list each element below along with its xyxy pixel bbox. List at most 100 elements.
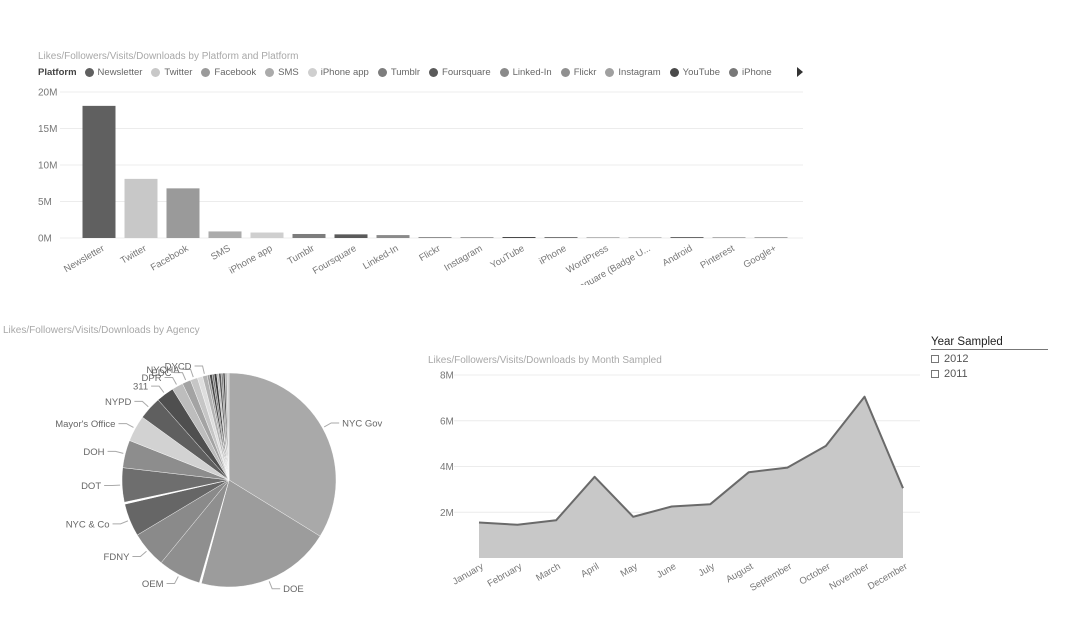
x-tick-label: February [486, 561, 525, 590]
bar [754, 237, 788, 238]
pie-chart: NYC Gov DOE OEM FDNY NYC & Co DOT DOH Mayor's O… [55, 362, 382, 596]
legend-item[interactable]: YouTube [669, 66, 721, 78]
legend-dot-icon [307, 67, 317, 77]
checkbox-icon[interactable] [931, 370, 939, 378]
x-tick-label: July [697, 561, 717, 579]
x-tick-label: April [579, 561, 601, 580]
bar-chart-title: Likes/Followers/Visits/Downloads by Plat… [38, 51, 299, 62]
legend-label: SMS [278, 66, 299, 78]
slicer-item-label: 2012 [944, 353, 969, 365]
x-tick-label: September [748, 561, 794, 594]
bar [124, 178, 158, 238]
legend-item[interactable]: Flickr [560, 67, 596, 78]
legend-label: Facebook [214, 66, 257, 78]
y-tick-label: 20M [38, 88, 57, 99]
pie-label: 311 [133, 382, 148, 393]
x-tick-label: Tumblr [286, 243, 317, 267]
x-tick-label: June [655, 561, 678, 581]
bar [670, 237, 704, 238]
legend-dot-icon [377, 67, 387, 77]
x-tick-label: SMS [209, 243, 232, 263]
area-line [478, 395, 904, 526]
x-tick-label: November [827, 561, 870, 592]
legend-item[interactable]: Tumblr [377, 67, 420, 78]
legend-label: Foursquare [442, 66, 491, 78]
pie-leader-line [118, 423, 134, 428]
legend-label: YouTube [682, 66, 721, 78]
bar [292, 233, 326, 238]
legend-dot-icon [201, 67, 211, 77]
pie-leader-line [268, 581, 281, 590]
bar [250, 232, 284, 238]
x-tick-label: Twitter [119, 243, 149, 267]
bar [166, 188, 200, 238]
legend-dot-icon [151, 67, 161, 77]
legend-item[interactable]: SMS [265, 67, 299, 78]
bar [502, 237, 536, 238]
legend-item[interactable]: Facebook [201, 67, 256, 78]
area-chart: 2M 4M 6M 8M January February March April May June… [440, 371, 920, 594]
legend-item[interactable]: Newsletter [84, 67, 142, 78]
x-tick-label: January [451, 561, 486, 588]
legend-label: Linked-In [512, 66, 552, 78]
platform-legend: Platform Newsletter Twitter Facebook SMS iPh… [38, 66, 781, 78]
x-tick-label: Flickr [417, 243, 442, 264]
slicer-item-2011[interactable]: 2011 [931, 368, 1048, 380]
pie-leader-line [323, 422, 340, 428]
x-tick-label: Google+ [742, 243, 779, 271]
x-tick-label: iPhone [537, 243, 568, 267]
bar [208, 231, 242, 238]
legend-dot-icon [265, 67, 275, 77]
pie-label: EDC [151, 368, 171, 379]
legend-item[interactable]: Foursquare [429, 67, 491, 78]
legend-dot-icon [669, 67, 679, 77]
pie-label: DOE [283, 584, 304, 595]
pie-label: DYCD [165, 362, 192, 373]
legend-dot-icon [560, 67, 570, 77]
legend-label: Twitter [164, 66, 193, 78]
pie-label: DOT [81, 481, 101, 492]
pie-label: NYC Gov [342, 418, 382, 429]
legend-dot-icon [729, 67, 739, 77]
legend-title: Platform [38, 66, 77, 78]
legend-item[interactable]: iPhone app [307, 67, 369, 78]
legend-items: Newsletter Twitter Facebook SMS iPhone app Tu… [84, 66, 781, 78]
legend-next-arrow-icon[interactable] [797, 67, 803, 77]
x-tick-label: Facebook [149, 243, 191, 274]
legend-dot-icon [605, 67, 615, 77]
x-tick-label: iPhone app [227, 243, 274, 277]
pie-leader-line [194, 365, 205, 374]
x-tick-label: Pinterest [699, 243, 737, 271]
legend-item[interactable]: Linked-In [499, 66, 552, 78]
pie-leader-line [112, 520, 129, 525]
bar [712, 237, 746, 238]
pie-leader-line [174, 372, 187, 381]
x-tick-label: December [866, 561, 909, 592]
checkbox-icon[interactable] [931, 355, 939, 363]
x-tick-label: Foursquare [311, 243, 359, 277]
x-tick-label: Newsletter [62, 243, 106, 275]
area-fill [479, 396, 903, 558]
legend-item[interactable]: Twitter [151, 67, 192, 78]
pie-leader-line [164, 376, 177, 385]
y-tick-label: 0M [38, 234, 52, 245]
pie-label: FDNY [104, 552, 131, 563]
legend-item[interactable]: iPhone [729, 67, 772, 78]
legend-item[interactable]: Instagram [605, 67, 661, 78]
legend-dot-icon [84, 67, 94, 77]
area-chart-title: Likes/Followers/Visits/Downloads by Mont… [428, 355, 662, 366]
pie-leader-line [151, 385, 165, 393]
bar-chart: 0M 5M 10M 15M 20M Newsletter Twitter Facebook SM… [38, 88, 803, 285]
slicer-item-2012[interactable]: 2012 [931, 353, 1048, 365]
bar [376, 235, 410, 238]
bar [460, 237, 494, 238]
pie-slice [226, 372, 230, 481]
y-tick-label: 5M [38, 197, 52, 208]
legend-label: iPhone [742, 66, 772, 78]
y-tick-label: 6M [440, 416, 454, 427]
pie-leader-line [134, 400, 149, 408]
x-tick-label: Linked-In [361, 243, 400, 272]
bar [334, 234, 368, 238]
bar [586, 237, 620, 238]
pie-label: NYC & Co [66, 519, 110, 530]
